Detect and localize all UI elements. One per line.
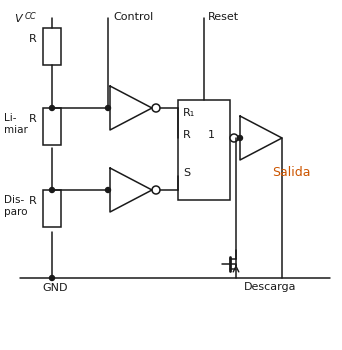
Text: CC: CC	[25, 12, 37, 21]
Text: Salida: Salida	[272, 166, 311, 179]
Circle shape	[50, 188, 54, 193]
Text: 1: 1	[208, 130, 215, 140]
Bar	[43, 108, 61, 145]
Bar	[43, 190, 61, 227]
Text: Dis-
paro: Dis- paro	[4, 195, 27, 217]
Circle shape	[152, 186, 160, 194]
Circle shape	[152, 104, 160, 112]
Text: Descarga: Descarga	[244, 282, 297, 292]
Circle shape	[237, 135, 242, 140]
Circle shape	[105, 188, 110, 193]
Text: V: V	[14, 14, 22, 24]
Circle shape	[230, 134, 238, 142]
Text: Li-
miar: Li- miar	[4, 113, 28, 135]
Text: R: R	[183, 130, 191, 140]
Text: R: R	[29, 196, 37, 206]
Text: GND: GND	[42, 283, 67, 293]
Text: S: S	[183, 168, 190, 178]
Text: R: R	[29, 114, 37, 124]
Text: Control: Control	[113, 12, 153, 22]
Bar	[43, 28, 61, 65]
Text: R: R	[29, 34, 37, 44]
Circle shape	[105, 105, 110, 111]
Circle shape	[50, 275, 54, 280]
Text: R₁: R₁	[183, 108, 195, 118]
Bar	[178, 100, 230, 200]
Text: Reset: Reset	[208, 12, 239, 22]
Circle shape	[50, 105, 54, 111]
